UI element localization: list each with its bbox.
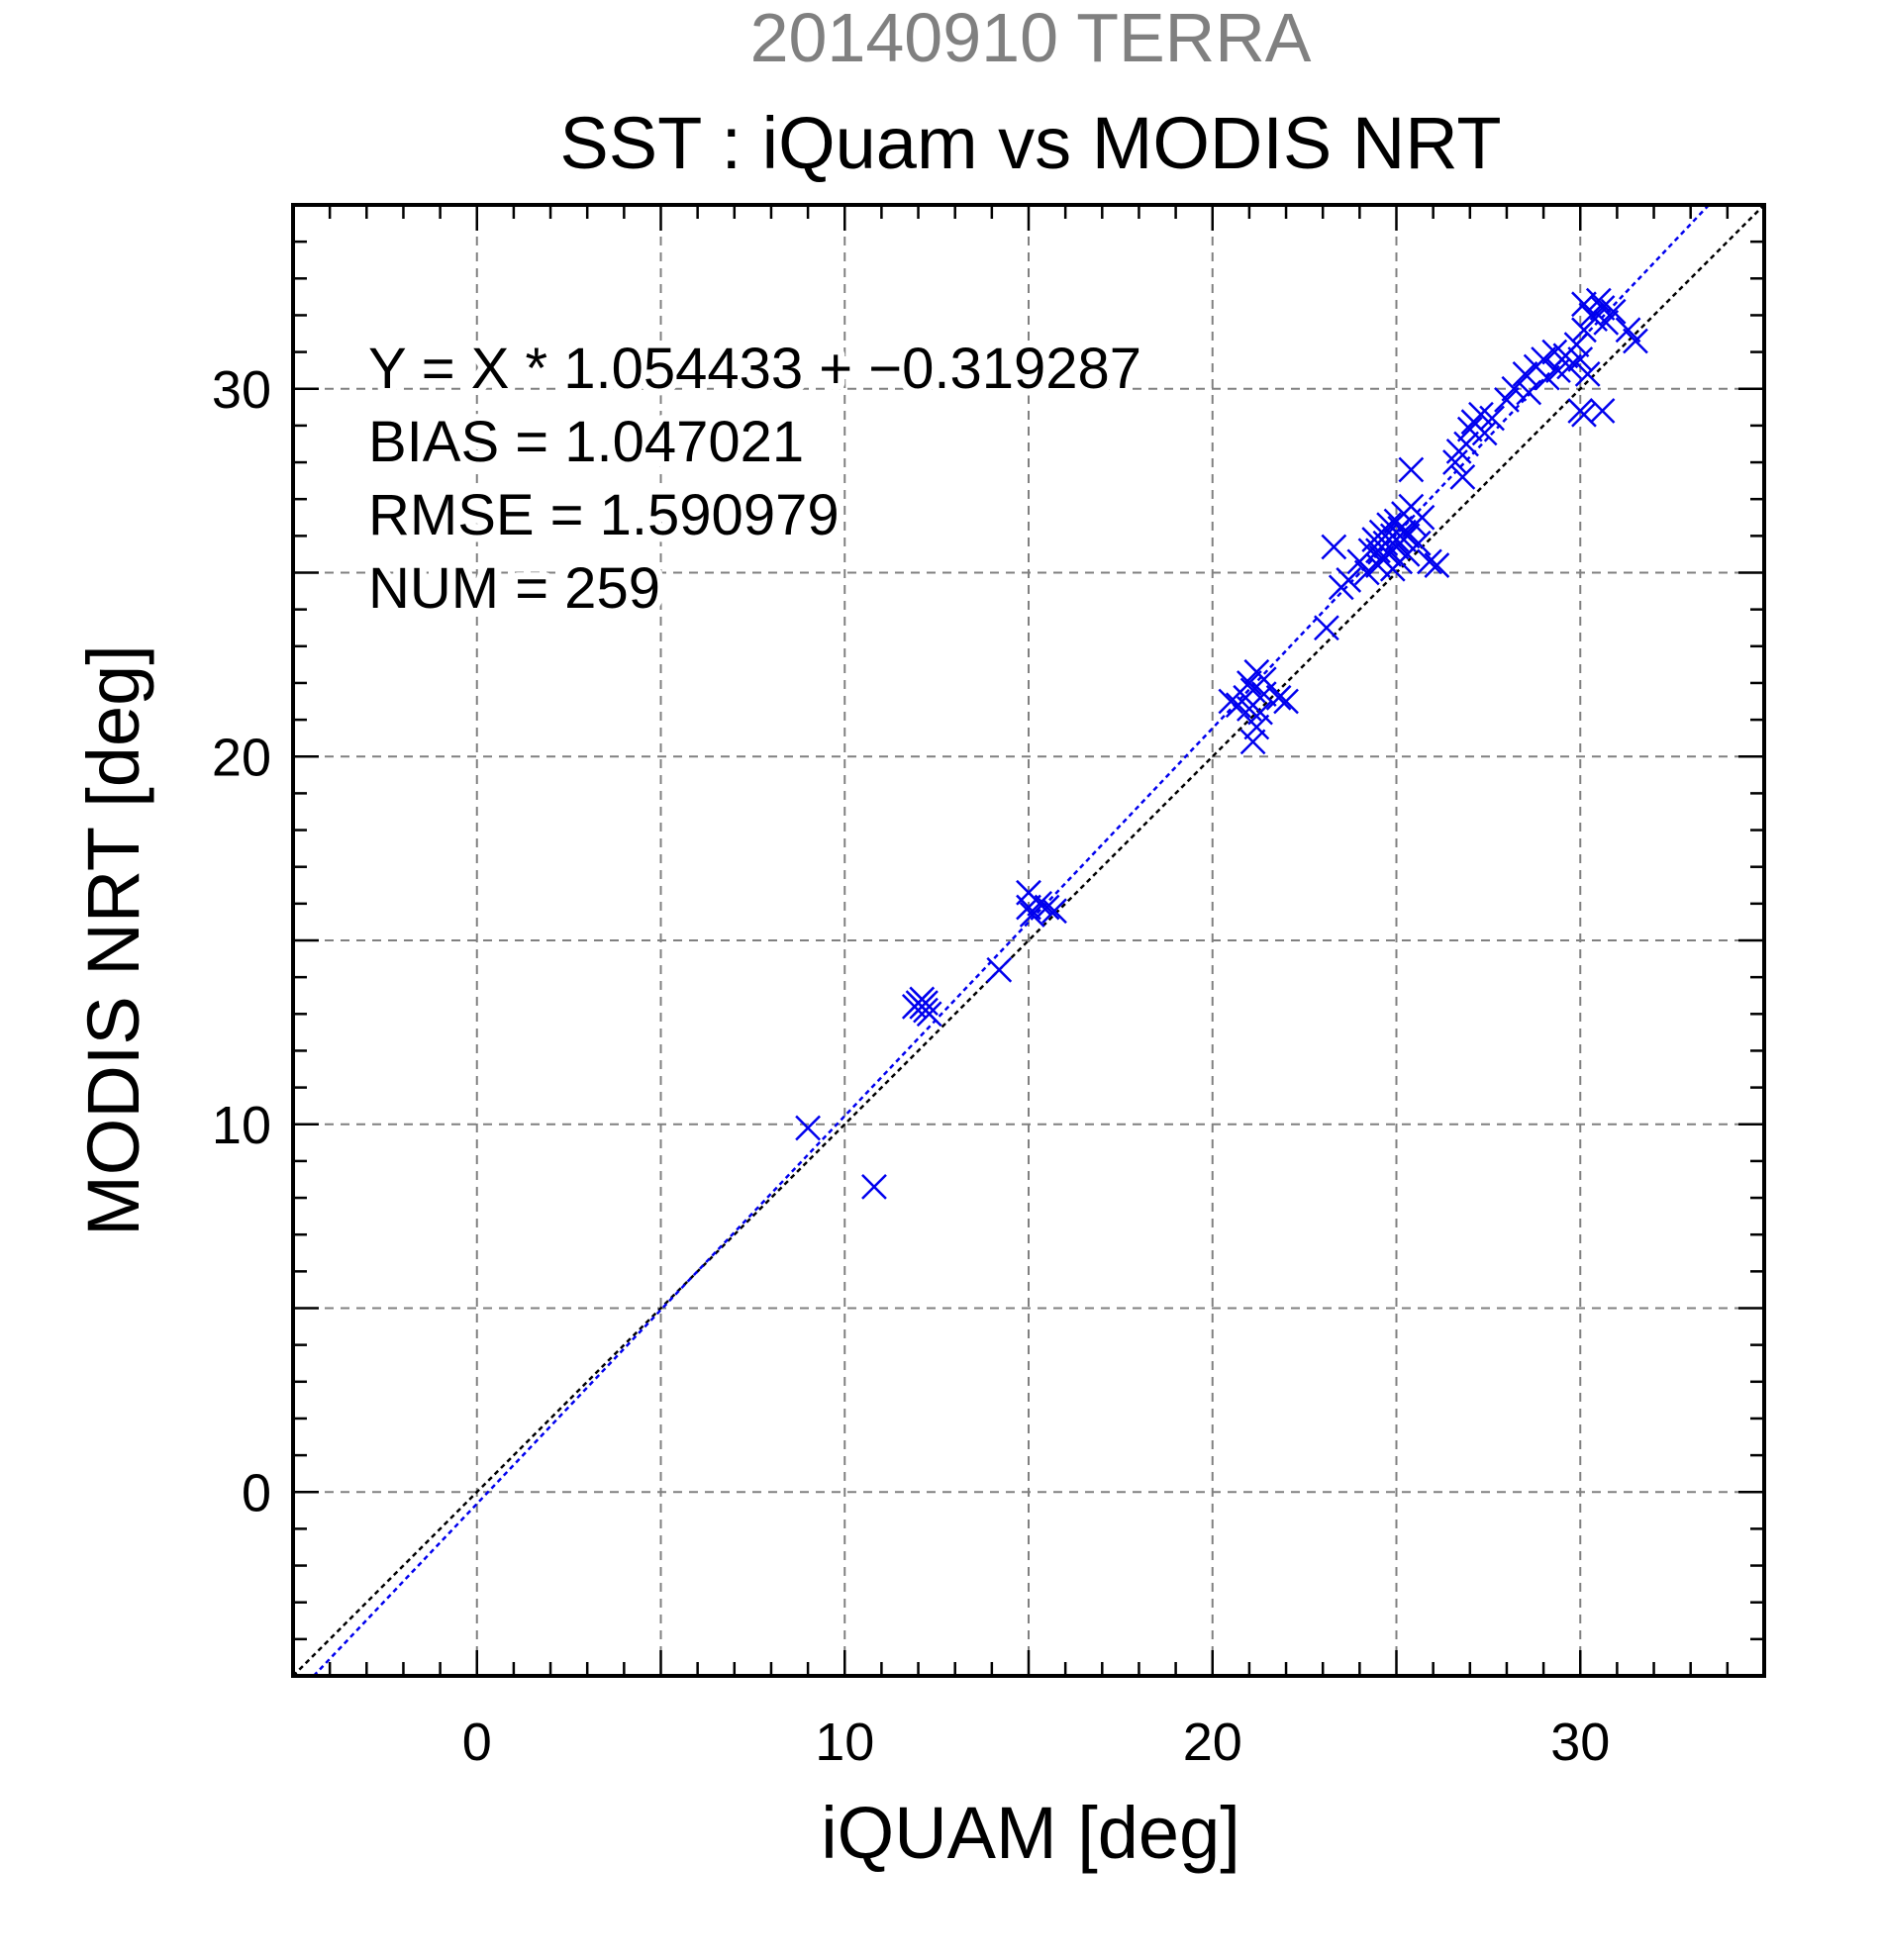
data-point [1449,464,1476,490]
data-point [1556,353,1582,380]
x-axis-label: iQUAM [deg] [821,1792,1240,1874]
data-point [1453,431,1479,457]
data-point [861,1174,887,1200]
data-point [1417,548,1442,575]
data-point [1336,567,1362,593]
data-point [1593,309,1620,336]
data-point [1273,688,1299,715]
data-point [1589,398,1616,424]
chart-supertitle: 20140910 TERRA [750,0,1312,76]
data-point [1391,519,1417,545]
stats-line: Y = X * 1.054433 + −0.319287 [368,337,1141,401]
data-point [1250,666,1277,693]
stats-line: RMSE = 1.590979 [368,483,840,547]
stats-annotation: Y = X * 1.054433 + −0.319287 BIAS = 1.047… [361,330,1148,628]
data-point [1512,361,1538,387]
data-point [1041,898,1067,925]
y-tick-label: 20 [212,728,271,787]
data-point [1456,416,1483,442]
data-point [1471,420,1498,446]
data-point [1237,670,1262,696]
data-point [1567,346,1594,372]
y-tick-label: 0 [242,1463,271,1522]
data-point [1034,894,1060,921]
data-point [913,990,939,1017]
data-point [1424,552,1450,578]
data-point [1239,729,1266,755]
data-point [1027,890,1053,917]
data-point [1409,504,1436,531]
data-point [1516,379,1542,406]
data-point [1623,328,1648,354]
data-points [795,287,1648,1200]
y-tick-label: 30 [212,360,271,420]
data-point [1534,364,1560,391]
data-point [1531,346,1556,372]
data-point [1365,538,1391,564]
data-point [986,956,1013,983]
chart-title: SST : iQuam vs MODIS NRT [559,102,1501,184]
x-tick-label: 20 [1183,1713,1242,1772]
y-tick-label: 10 [212,1096,271,1155]
y-axis-label: MODIS NRT [deg] [72,644,154,1236]
data-point [1563,332,1590,358]
y-tick-labels: 0 10 20 30 [212,360,271,1523]
stats-line: BIAS = 1.047021 [368,410,804,474]
x-tick-label: 10 [815,1713,874,1772]
data-point [1398,456,1425,483]
data-point [1571,291,1597,318]
x-tick-labels: 0 10 20 30 [462,1713,1611,1772]
stats-line: NUM = 259 [368,556,660,621]
data-point [1501,375,1528,402]
data-point [1615,317,1641,343]
data-point [1243,714,1270,740]
data-point [1019,902,1045,928]
data-point [1600,298,1627,325]
x-tick-label: 30 [1550,1713,1610,1772]
data-point [1314,615,1339,641]
data-point [1479,405,1505,432]
data-point [1265,684,1292,711]
x-tick-label: 0 [462,1713,492,1772]
data-point [1585,287,1612,314]
data-point [1321,534,1347,560]
data-point [1494,387,1520,413]
plot-frame [291,203,1766,1678]
data-point [1405,530,1432,556]
data-point [1574,361,1601,387]
data-point [795,1115,821,1141]
